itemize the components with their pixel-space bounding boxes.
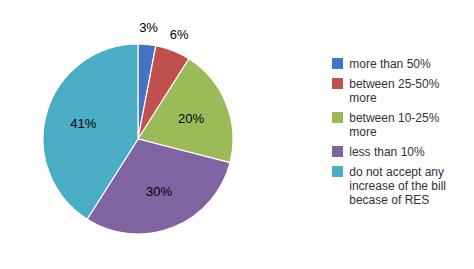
svg-text:30%: 30% [146, 184, 172, 199]
svg-text:3%: 3% [139, 20, 158, 35]
html-text:do not accept any: do not accept any [349, 164, 444, 179]
html-text:less than 10%: less than 10% [349, 144, 425, 159]
html-text:more than 50%: more than 50% [349, 56, 431, 71]
html-text:becase of RES: becase of RES [349, 192, 430, 207]
html-text:increase of the bill: increase of the bill [349, 178, 446, 193]
html-text:between 25-50%: between 25-50% [349, 76, 440, 91]
svg-text:6%: 6% [170, 27, 189, 42]
html-text:between 10-25%: between 10-25% [349, 110, 440, 125]
svg-text:41%: 41% [70, 116, 96, 131]
svg-text:20%: 20% [178, 111, 204, 126]
html-text:more: more [349, 124, 377, 139]
html-text:more: more [349, 90, 377, 105]
